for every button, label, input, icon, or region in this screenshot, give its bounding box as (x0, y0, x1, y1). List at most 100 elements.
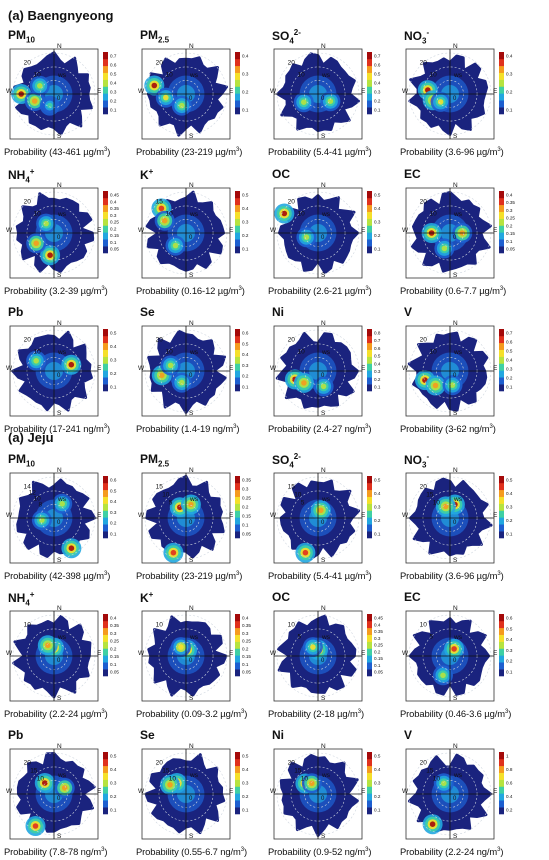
polar-plot-panel: PM2.5 N S W E 0 15 10 5 ws 0.35 0.3 0.25 0.2 0.15 0.1 0.… (136, 452, 264, 584)
center-zero-label: 0 (189, 96, 193, 102)
colorbar-tick-label: 0.6 (506, 616, 513, 621)
caption-text: Probability (1.4-19 ng/m (136, 423, 234, 434)
compass-east: E (361, 512, 366, 519)
probability-caption: Probability (3.2-39 µg/m3) (4, 285, 108, 296)
colorbar-tick-label: 0.4 (506, 193, 513, 198)
ws-unit-label: ws (189, 496, 199, 503)
colorbar-tick-label: 0.15 (374, 656, 383, 661)
compass-north: N (321, 467, 326, 474)
colorbar-tick-label: 0.35 (110, 623, 119, 628)
polar-plot-panel: K+ N S W E 0 10 ws 0.4 0.35 0.3 0.25 0.2 0.15 0.1 0.05 P… (136, 590, 264, 722)
ws-scale-label: 10 (34, 348, 42, 355)
center-zero-label: 0 (321, 658, 325, 664)
colorbar-tick-label: 0.4 (374, 361, 381, 366)
compass-north: N (321, 182, 326, 189)
caption-unit-exponent: 3 (365, 570, 369, 577)
colorbar-tick-label: 0.25 (374, 643, 383, 648)
center-zero-label: 0 (57, 96, 61, 102)
colorbar-tick-label: 0.6 (374, 63, 381, 68)
probability-hotspot (425, 375, 446, 396)
colorbar-tick-label: 0.15 (110, 654, 119, 659)
probability-hotspot (160, 355, 181, 376)
colorbar-tick-label: 0.3 (110, 90, 117, 95)
ws-scale-label: 20 (156, 760, 164, 767)
polar-plot-panel: V N S W E 0 20 10 ws 0.7 0.6 0.5 0.4 0.3 0.2 0.1 Probabi… (400, 305, 528, 437)
ws-scale-label: 10 (166, 210, 174, 217)
colorbar-tick-label: 0.2 (110, 226, 117, 231)
colorbar (235, 476, 240, 539)
caption-text: Probability (43-461 µg/m (4, 146, 104, 157)
species-subscript: 4 (289, 460, 294, 470)
compass-south: S (321, 272, 326, 279)
colorbar-tick-label: 0.4 (110, 344, 117, 349)
species-name: Pb (8, 305, 23, 319)
colorbar-tick-label: 0.3 (374, 505, 381, 510)
ws-scale-label: 14 (24, 484, 32, 491)
ws-scale-label: 20 (24, 760, 32, 767)
caption-unit-exponent: 3 (365, 146, 369, 153)
colorbar-tick-label: 0.5 (242, 341, 249, 346)
compass-east: E (229, 365, 234, 372)
center-zero-label: 0 (57, 235, 61, 241)
colorbar-tick-label: 0.2 (242, 374, 249, 379)
species-name: V (404, 728, 412, 742)
compass-north: N (57, 43, 62, 50)
colorbar-tick-label: 0.05 (242, 532, 251, 537)
compass-west: W (402, 512, 409, 519)
compass-south: S (321, 410, 326, 417)
species-base: V (404, 728, 413, 742)
species-base: PM (140, 28, 158, 42)
compass-east: E (493, 365, 498, 372)
polar-plot-panel: Se N S W E 0 20 15 10 ws 0.5 0.4 0.3 0.2 0.1 Probabilit… (136, 728, 264, 860)
colorbar (499, 52, 504, 115)
probability-caption: Probability (2.6-21 µg/m3) (268, 285, 372, 296)
ws-unit-label: ws (453, 211, 463, 218)
compass-west: W (6, 227, 13, 234)
compass-south: S (57, 557, 62, 564)
probability-hotspot (433, 665, 453, 686)
compass-east: E (229, 512, 234, 519)
colorbar-tick-label: 0.1 (110, 532, 117, 537)
compass-north: N (321, 320, 326, 327)
colorbar-tick-label: 0.2 (242, 794, 249, 799)
compass-north: N (189, 743, 194, 750)
species-subscript: 2.5 (158, 459, 170, 469)
probability-hotspot (310, 500, 331, 521)
species-superscript: 2- (293, 452, 301, 461)
caption-text: Probability (5.4-41 µg/m (268, 146, 366, 157)
compass-east: E (229, 650, 234, 657)
colorbar-tick-label: 0.3 (506, 648, 513, 653)
polar-plot-panel: K+ N S W E 0 15 10 ws 0.5 0.4 0.3 0.2 0.1 Probability … (136, 167, 264, 299)
probability-hotspot (163, 542, 184, 563)
ws-scale-label: 10 (169, 775, 177, 782)
ws-scale-label: 10 (34, 71, 42, 78)
colorbar-tick-label: 0.5 (110, 72, 117, 77)
polar-plot-panel: PM2.5 N S W E 0 20 10 ws 0.4 0.3 0.2 0.1 Probability … (136, 28, 264, 160)
caption-close: ) (492, 423, 496, 434)
colorbar-tick-label: 0.2 (242, 646, 249, 651)
probability-hotspot (154, 210, 175, 231)
colorbar-tick-label: 0.1 (242, 808, 249, 813)
colorbar-tick-label: 0.1 (374, 663, 381, 668)
ws-scale-label: 15 (30, 767, 38, 774)
probability-caption: Probability (1.4-19 ng/m3) (136, 423, 240, 434)
probability-caption: Probability (0.9-52 ng/m3) (268, 846, 372, 857)
compass-north: N (453, 743, 458, 750)
colorbar (103, 476, 108, 539)
ws-scale-label: 20 (420, 60, 428, 67)
colorbar-tick-label: 0.5 (242, 754, 249, 759)
colorbar-tick-label: 0.4 (374, 491, 381, 496)
colorbar-tick-label: 0.1 (374, 808, 381, 813)
ws-scale-label: 10 (298, 71, 306, 78)
species-name: V (404, 305, 412, 319)
colorbar-tick-label: 0.6 (110, 478, 117, 483)
center-zero-label: 0 (57, 373, 61, 379)
colorbar (367, 329, 372, 392)
polar-plot-panel: PM10 N S W E 0 14 12 10 8 ws 0.6 0.5 0.4 0.3 0.2 0.1 Prob… (4, 452, 132, 584)
colorbar (103, 329, 108, 392)
compass-south: S (321, 133, 326, 140)
probability-hotspot (296, 227, 317, 248)
colorbar-tick-label: 0.25 (242, 496, 251, 501)
compass-west: W (6, 512, 13, 519)
probability-hotspot (165, 235, 186, 256)
